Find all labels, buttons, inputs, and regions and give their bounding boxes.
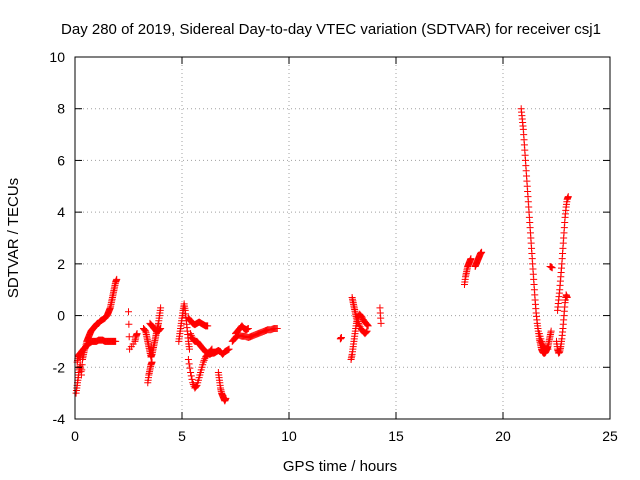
grid-lines (75, 57, 610, 419)
data-point (157, 325, 165, 332)
data-point (184, 356, 192, 364)
data-point (156, 325, 164, 333)
data-point (563, 293, 571, 301)
data-point (112, 337, 120, 345)
data-point (353, 316, 361, 324)
data-point (222, 394, 230, 402)
data-point (148, 358, 156, 366)
data-point (192, 383, 200, 391)
y-tick-label: -4 (53, 411, 66, 427)
data-point (200, 356, 208, 364)
data-point (362, 329, 370, 337)
data-point (364, 322, 372, 330)
data-point (133, 330, 141, 338)
plot-border (74, 56, 611, 420)
data-point (155, 326, 163, 334)
data-point (544, 345, 552, 353)
data-point (548, 264, 556, 272)
x-tick-label: 15 (388, 428, 404, 444)
data-point (188, 375, 196, 383)
data-point (538, 337, 546, 345)
data-point (187, 331, 195, 339)
x-tick-label: 20 (495, 428, 511, 444)
y-tick-label: -2 (53, 359, 66, 375)
data-point (186, 364, 194, 372)
data-point (355, 319, 363, 327)
data-point (363, 327, 371, 335)
data-point (199, 358, 207, 366)
data-point (273, 325, 281, 332)
chart-title: Day 280 of 2019, Sidereal Day-to-day VTE… (61, 21, 601, 38)
x-tick-label: 10 (281, 428, 297, 444)
data-point (363, 320, 371, 328)
data-point (187, 372, 195, 380)
y-axis-label: SDTVAR / TECUs (5, 178, 22, 298)
data-point (187, 368, 195, 376)
data-point (362, 328, 370, 336)
data-point (538, 339, 546, 347)
data-point (337, 334, 345, 342)
data-point (185, 345, 193, 353)
data-point (157, 304, 165, 312)
data-point (467, 255, 475, 263)
data-point (363, 321, 371, 329)
y-tick-label: 8 (57, 101, 65, 117)
y-tick-label: 4 (57, 204, 65, 220)
data-point (354, 318, 362, 326)
data-point (192, 382, 200, 390)
data-points (72, 105, 572, 405)
x-tick-label: 0 (71, 428, 79, 444)
data-point (377, 319, 385, 327)
data-point (140, 325, 148, 333)
data-point (125, 333, 133, 341)
tick-labels: 0 5 10 15 20 25 -4 -2 0 2 4 6 8 10 (49, 49, 618, 444)
data-point (125, 308, 132, 316)
x-tick-label: 5 (178, 428, 186, 444)
data-point (355, 321, 363, 329)
y-tick-label: 6 (57, 152, 65, 168)
data-point (187, 330, 195, 338)
data-point (204, 322, 212, 330)
data-point (352, 314, 360, 322)
data-point (547, 327, 555, 335)
x-tick-label: 25 (602, 428, 618, 444)
data-point (225, 345, 233, 353)
data-point (113, 275, 121, 283)
y-tick-label: 2 (57, 256, 65, 272)
x-axis-label: GPS time / hours (283, 458, 397, 475)
y-tick-label: 0 (57, 308, 65, 324)
data-point (564, 193, 572, 201)
data-point (125, 320, 133, 328)
data-point (244, 325, 252, 332)
y-tick-label: 10 (49, 49, 65, 65)
data-point (185, 360, 193, 368)
data-point (478, 248, 486, 256)
axis-ticks (74, 56, 611, 420)
